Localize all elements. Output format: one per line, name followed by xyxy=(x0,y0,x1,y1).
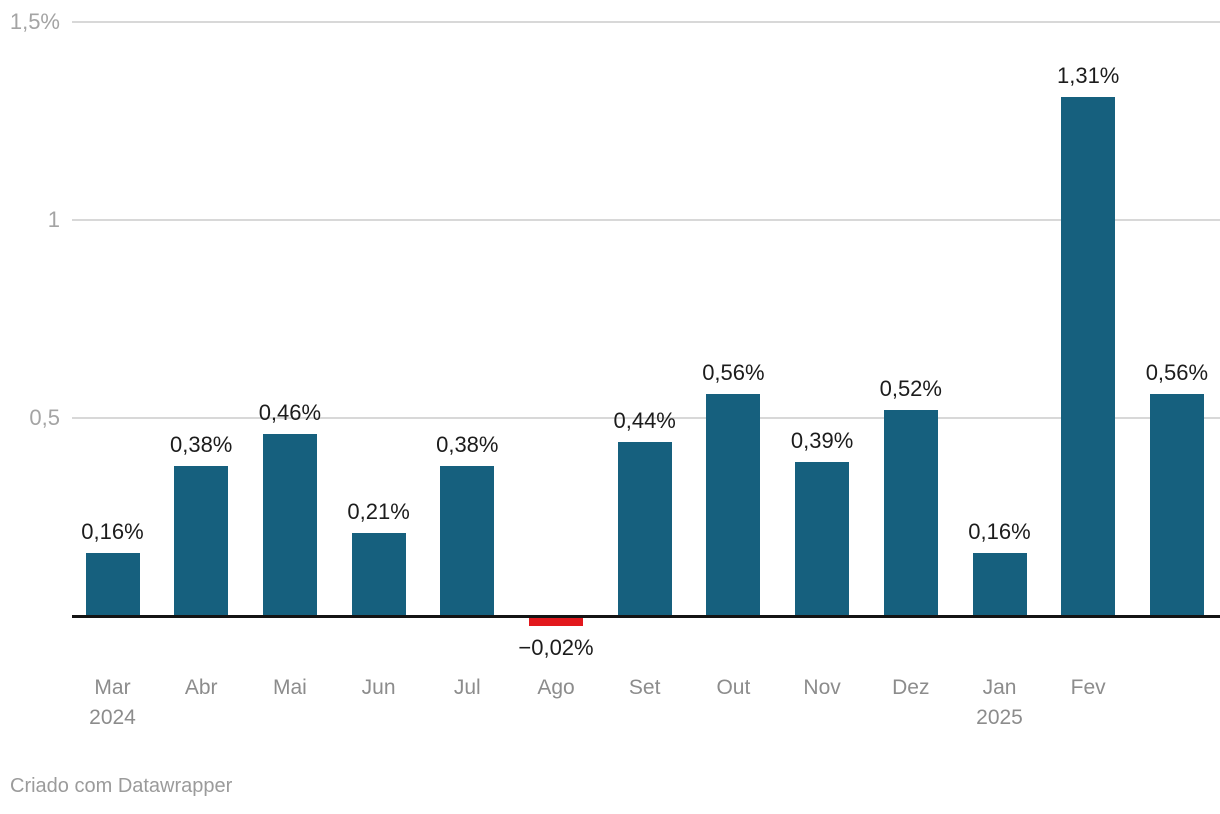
y-axis-tick-label: 0,5 xyxy=(29,405,60,430)
bar xyxy=(706,394,761,616)
bar xyxy=(85,552,140,616)
bar xyxy=(440,465,495,616)
bar-value-label: 0,38% xyxy=(436,431,499,457)
bar xyxy=(351,532,406,616)
x-axis-tick-label: Mai xyxy=(272,676,307,699)
bar-value-label: 0,21% xyxy=(347,498,410,524)
x-axis-year-label: 2024 xyxy=(89,706,136,729)
bar-value-label: 0,46% xyxy=(258,399,322,425)
x-axis-year-label: 2025 xyxy=(976,706,1023,729)
x-axis-baseline xyxy=(72,615,1220,618)
x-axis-tick-label: Abr xyxy=(184,676,218,699)
bar-value-label: 0,16% xyxy=(81,518,144,544)
bar-value-label: 1,31% xyxy=(1056,63,1120,89)
bar xyxy=(972,552,1027,616)
bar xyxy=(262,433,317,616)
x-axis-tick-label: Out xyxy=(716,676,751,699)
x-axis-tick-label: Set xyxy=(628,676,661,699)
bar-value-label: 0,56% xyxy=(1145,360,1209,386)
bar-value-label: 0,38% xyxy=(169,431,233,457)
y-gridline xyxy=(72,417,1220,419)
y-gridline xyxy=(72,219,1220,221)
x-axis-tick-label: Jun xyxy=(361,676,396,699)
y-axis-tick-label: 1 xyxy=(47,207,60,232)
bar xyxy=(617,441,672,616)
y-axis-tick-label: 1,5% xyxy=(9,9,60,34)
bar-value-label: 0,52% xyxy=(879,376,942,402)
x-axis-tick-label: Fev xyxy=(1070,676,1106,699)
bar-value-label: 0,44% xyxy=(613,407,676,433)
x-axis-tick-label: Dez xyxy=(892,676,930,699)
bar-value-label: 0,56% xyxy=(702,360,765,386)
bar xyxy=(1149,394,1204,616)
datawrapper-attribution: Criado com Datawrapper xyxy=(10,775,233,797)
x-axis-tick-label: Ago xyxy=(537,676,575,699)
bar-value-label: 0,39% xyxy=(790,427,854,453)
bar xyxy=(883,410,938,616)
bar xyxy=(1061,97,1116,616)
bar-value-label: 0,16% xyxy=(968,518,1031,544)
bar xyxy=(174,465,229,616)
bar-value-label: −0,02% xyxy=(518,634,594,660)
bar xyxy=(795,461,850,616)
bar-negative xyxy=(529,618,583,626)
x-axis-tick-label: Jul xyxy=(453,676,481,699)
y-gridline xyxy=(72,21,1220,23)
x-axis-tick-label: Nov xyxy=(803,676,841,699)
x-axis-tick-label: Mar 2024 xyxy=(58,676,168,730)
x-axis-tick-label: Jan 2025 xyxy=(945,676,1055,730)
